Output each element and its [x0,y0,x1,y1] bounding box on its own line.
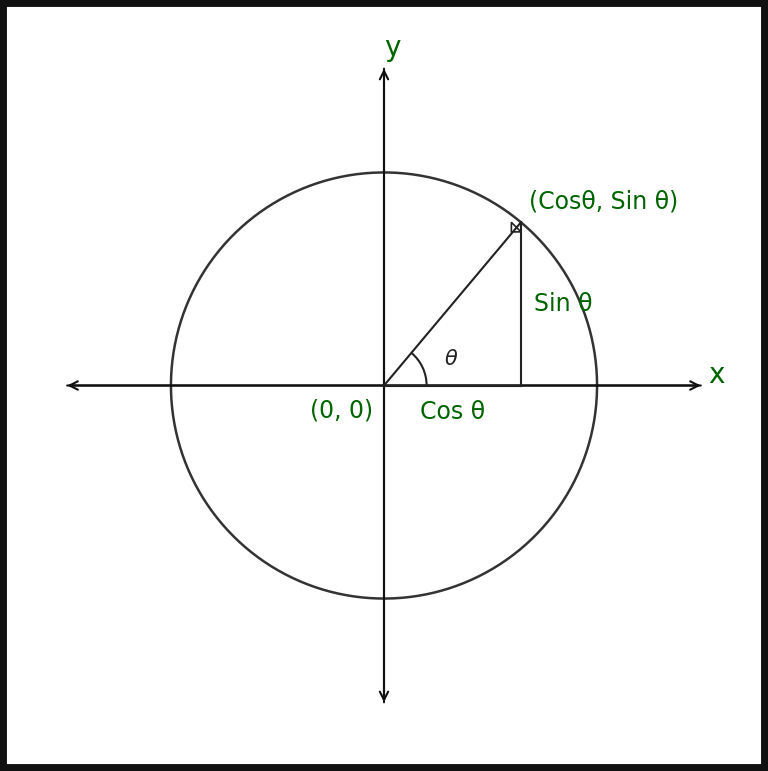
Text: (Cosθ, Sin θ): (Cosθ, Sin θ) [529,190,679,214]
Text: Sin θ: Sin θ [534,292,592,316]
Text: θ: θ [444,349,457,369]
Text: Cos θ: Cos θ [420,400,485,424]
Text: x: x [708,361,724,389]
Text: (0, 0): (0, 0) [310,399,373,423]
Text: y: y [384,34,401,62]
